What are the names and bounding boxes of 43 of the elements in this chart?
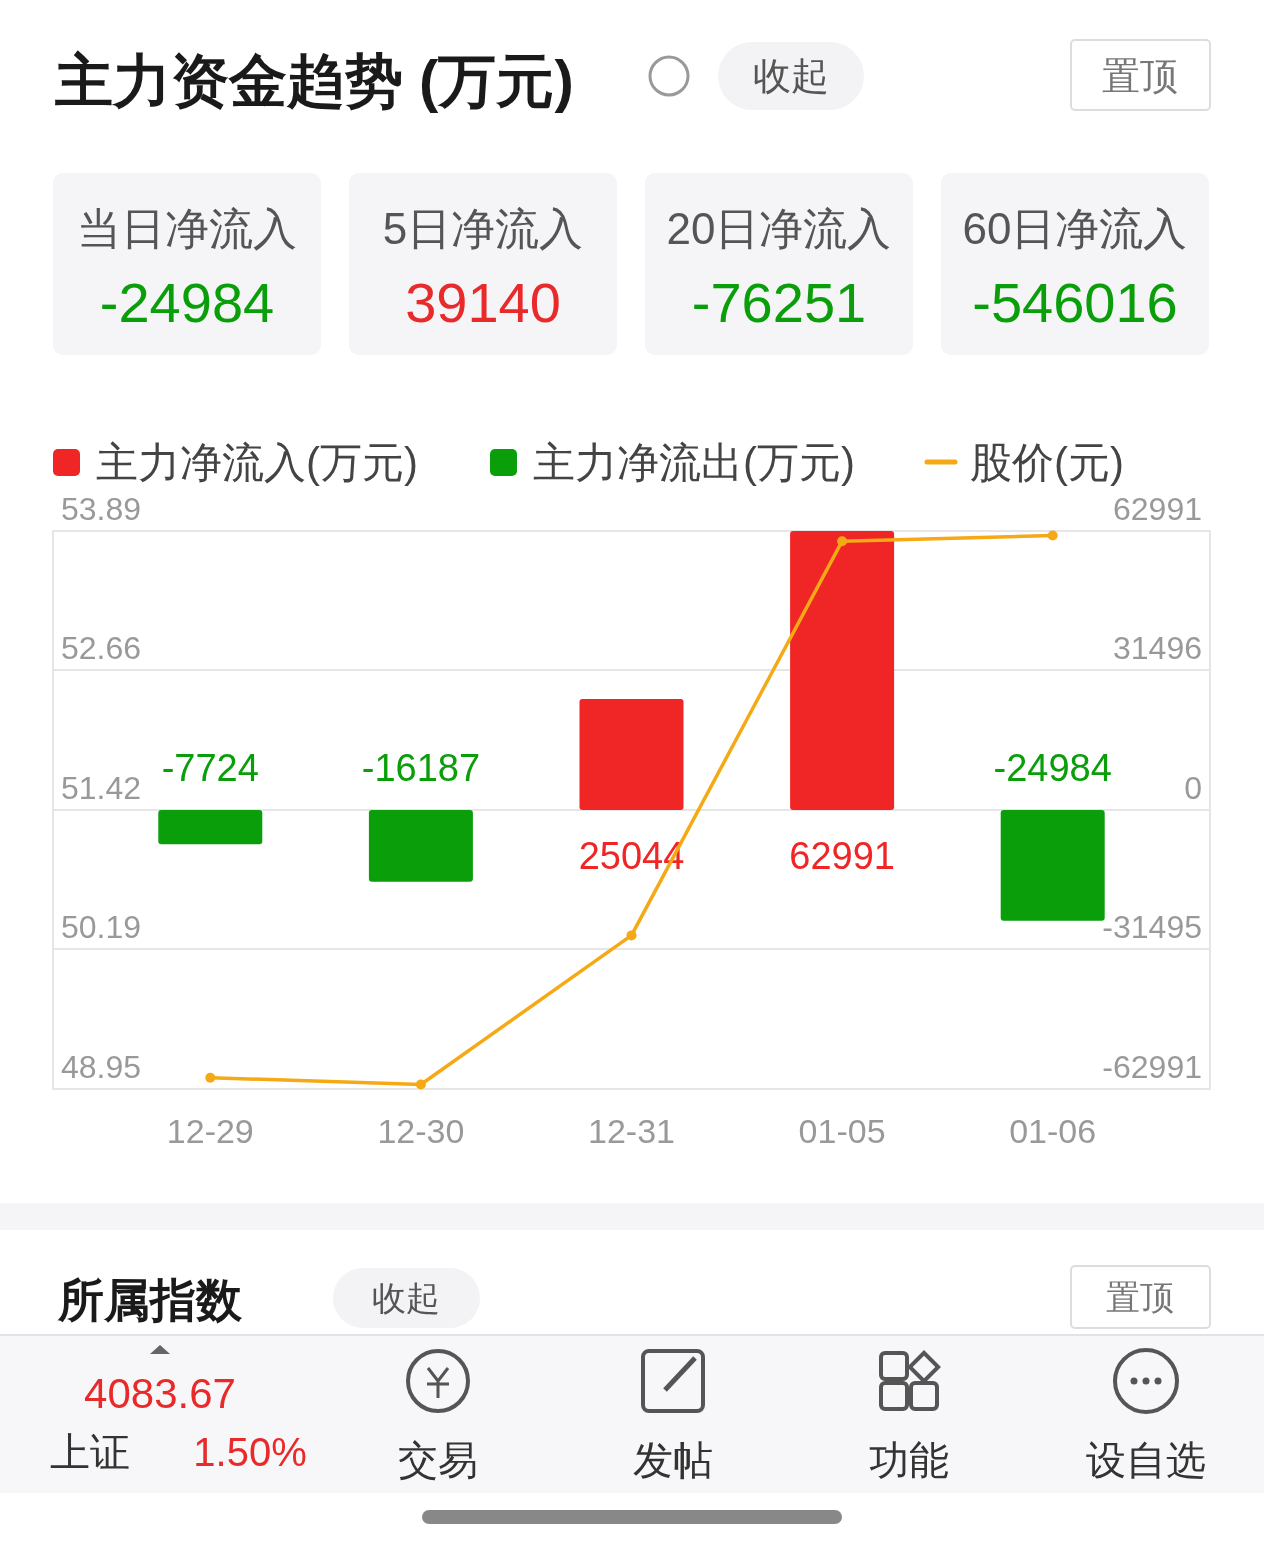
text: 收起 <box>753 55 829 97</box>
y2-tick-label: 31496 <box>1113 630 1202 667</box>
y-tick-label: 51.42 <box>61 770 142 806</box>
legend-label: 股价(元) <box>969 438 1124 486</box>
text: 20日净流入 <box>666 203 892 253</box>
data-label: -24984 <box>993 747 1112 789</box>
x-tick-label: 01-05 <box>798 1112 886 1150</box>
x-tick-label: 12-29 <box>166 1112 254 1150</box>
y-tick-label: 50.19 <box>61 908 142 945</box>
text: 收起 <box>372 1279 440 1317</box>
text: 发帖 <box>633 1438 713 1482</box>
data-label: -7724 <box>161 747 259 789</box>
text: 4083.67 <box>84 1369 236 1417</box>
text: -76251 <box>691 270 867 334</box>
y-tick-label: 52.66 <box>61 629 142 666</box>
legend-label: 主力净流入(万元) <box>96 438 418 486</box>
text: 当日净流入 <box>77 203 297 253</box>
x-tick-label: 01-06 <box>1009 1112 1097 1150</box>
text: 置顶 <box>1102 55 1178 97</box>
text: 39140 <box>405 270 561 334</box>
x-tick-label: 12-31 <box>588 1112 675 1150</box>
text: 交易 <box>398 1438 478 1482</box>
y2-tick-label: 0 <box>1184 770 1202 806</box>
text: 置顶 <box>1106 1278 1174 1316</box>
y2-tick-label: -62991 <box>1102 1049 1202 1085</box>
text: 设自选 <box>1086 1438 1206 1482</box>
x-tick-label: 12-30 <box>377 1112 465 1150</box>
text: -546016 <box>972 270 1178 334</box>
text: 60日净流入 <box>962 203 1188 253</box>
text: 功能 <box>869 1438 949 1482</box>
text: 上证 <box>50 1430 130 1474</box>
text: 5日净流入 <box>382 203 584 253</box>
data-label: -16187 <box>361 747 481 789</box>
legend-label: 主力净流出(万元) <box>532 438 855 486</box>
data-label: 62991 <box>789 835 895 877</box>
text: 1.50% <box>193 1430 307 1474</box>
y-tick-label: 53.89 <box>61 491 142 527</box>
y-tick-label: 48.95 <box>61 1049 142 1085</box>
y2-tick-label: 62991 <box>1113 491 1202 527</box>
text: 所属指数 <box>57 1274 243 1326</box>
y2-tick-label: -31495 <box>1102 909 1202 946</box>
text: -24984 <box>99 270 275 334</box>
text: 主力资金趋势 (万元) <box>54 47 574 113</box>
